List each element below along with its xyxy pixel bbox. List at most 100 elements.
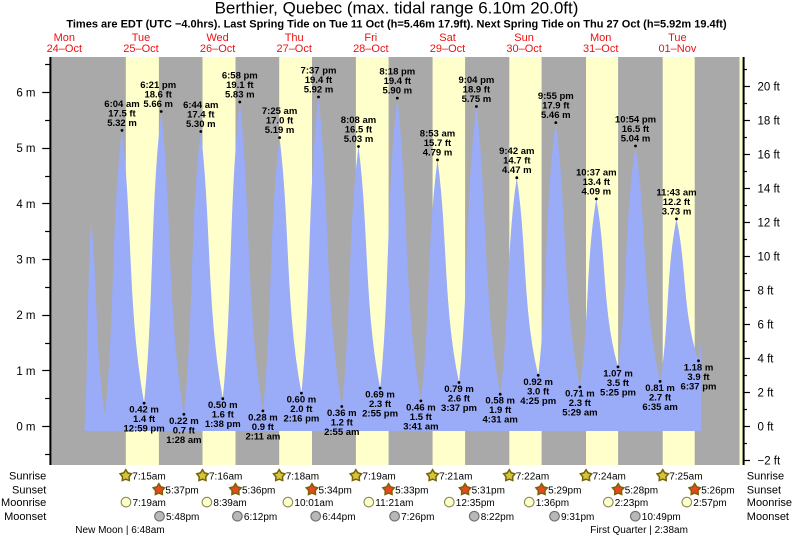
svg-text:Berthier, Quebec (max. tidal r: Berthier, Quebec (max. tidal range 6.10m…	[215, 0, 579, 18]
svg-text:30–Oct: 30–Oct	[506, 43, 541, 55]
svg-text:0.79 m: 0.79 m	[444, 384, 474, 395]
svg-text:Tue: Tue	[132, 32, 151, 44]
svg-text:11:43 am: 11:43 am	[656, 187, 696, 198]
svg-text:24–Oct: 24–Oct	[47, 43, 82, 55]
svg-text:10:54 pm: 10:54 pm	[615, 115, 656, 126]
svg-text:−2 ft: −2 ft	[758, 456, 782, 468]
svg-text:4 m: 4 m	[16, 199, 35, 211]
svg-text:3:37 pm: 3:37 pm	[441, 403, 477, 414]
svg-text:2:23pm: 2:23pm	[615, 498, 648, 509]
svg-text:9:55 pm: 9:55 pm	[538, 91, 574, 102]
svg-text:1.2 ft: 1.2 ft	[331, 418, 354, 429]
svg-text:Wed: Wed	[206, 32, 228, 44]
svg-text:Moonset: Moonset	[4, 511, 46, 523]
svg-text:01–Nov: 01–Nov	[658, 43, 696, 55]
svg-text:0.92 m: 0.92 m	[523, 377, 553, 388]
svg-text:7:37 pm: 7:37 pm	[301, 66, 337, 77]
svg-text:12:59 pm: 12:59 pm	[124, 424, 165, 435]
svg-text:6:44pm: 6:44pm	[322, 512, 355, 523]
svg-text:5:48pm: 5:48pm	[166, 512, 199, 523]
svg-text:2.3 ft: 2.3 ft	[569, 398, 592, 409]
svg-text:6 ft: 6 ft	[758, 319, 775, 331]
svg-text:2:55 pm: 2:55 pm	[362, 409, 398, 420]
svg-text:5.75 m: 5.75 m	[462, 94, 492, 105]
svg-text:25–Oct: 25–Oct	[123, 43, 158, 55]
svg-text:5.32 m: 5.32 m	[107, 118, 137, 129]
svg-text:Sunset: Sunset	[747, 484, 781, 496]
svg-text:0.9 ft: 0.9 ft	[252, 422, 275, 433]
svg-text:0.7 ft: 0.7 ft	[173, 425, 196, 436]
svg-text:28–Oct: 28–Oct	[353, 43, 388, 55]
svg-text:Sunrise: Sunrise	[747, 470, 784, 482]
svg-text:1:28 am: 1:28 am	[166, 435, 201, 446]
svg-text:1.5 ft: 1.5 ft	[410, 412, 433, 423]
svg-text:8:39am: 8:39am	[213, 498, 246, 509]
svg-text:7:21am: 7:21am	[439, 471, 472, 482]
svg-text:12:35pm: 12:35pm	[456, 498, 495, 509]
svg-text:5:37pm: 5:37pm	[165, 485, 198, 496]
svg-text:Moonrise: Moonrise	[1, 497, 46, 509]
svg-text:0.69 m: 0.69 m	[365, 390, 395, 401]
svg-text:5:26pm: 5:26pm	[701, 485, 734, 496]
svg-text:14.7 ft: 14.7 ft	[503, 156, 531, 167]
svg-text:6 m: 6 m	[16, 88, 35, 100]
svg-text:5 m: 5 m	[16, 143, 35, 155]
svg-text:29–Oct: 29–Oct	[430, 43, 465, 55]
svg-text:4 ft: 4 ft	[758, 354, 775, 366]
svg-text:17.0 ft: 17.0 ft	[266, 116, 294, 127]
svg-text:1 m: 1 m	[16, 366, 35, 378]
svg-text:5.19 m: 5.19 m	[265, 125, 295, 136]
svg-text:0 m: 0 m	[16, 422, 35, 434]
svg-text:4:25 pm: 4:25 pm	[520, 396, 556, 407]
svg-text:3.5 ft: 3.5 ft	[607, 378, 630, 389]
svg-text:6:21 pm: 6:21 pm	[140, 80, 176, 91]
svg-text:5.90 m: 5.90 m	[383, 86, 413, 97]
svg-text:11:21am: 11:21am	[375, 498, 413, 509]
svg-text:0.50 m: 0.50 m	[208, 400, 238, 411]
svg-text:0.42 m: 0.42 m	[129, 405, 159, 416]
svg-text:5:28pm: 5:28pm	[625, 485, 658, 496]
svg-text:2:16 pm: 2:16 pm	[283, 414, 319, 425]
svg-text:8 ft: 8 ft	[758, 285, 775, 297]
svg-text:5.03 m: 5.03 m	[344, 134, 374, 145]
svg-text:Tue: Tue	[668, 32, 687, 44]
svg-text:1.9 ft: 1.9 ft	[489, 405, 512, 416]
svg-text:5:29 am: 5:29 am	[562, 408, 597, 419]
svg-text:2.6 ft: 2.6 ft	[448, 394, 471, 405]
svg-text:7:24am: 7:24am	[593, 471, 626, 482]
svg-text:7:15am: 7:15am	[132, 471, 165, 482]
svg-text:Moonset: Moonset	[747, 511, 789, 523]
svg-text:0.81 m: 0.81 m	[645, 383, 675, 394]
svg-text:12 ft: 12 ft	[758, 217, 781, 229]
svg-text:17.4 ft: 17.4 ft	[187, 110, 215, 121]
svg-text:7:22am: 7:22am	[516, 471, 549, 482]
svg-text:1:38 pm: 1:38 pm	[205, 419, 241, 430]
svg-text:Sun: Sun	[514, 32, 534, 44]
svg-text:26–Oct: 26–Oct	[200, 43, 235, 55]
svg-text:Sunset: Sunset	[12, 484, 46, 496]
svg-text:4.09 m: 4.09 m	[582, 186, 612, 197]
svg-text:0.58 m: 0.58 m	[485, 396, 515, 407]
svg-text:19.4 ft: 19.4 ft	[384, 76, 412, 87]
svg-text:3.9 ft: 3.9 ft	[687, 372, 710, 383]
svg-text:5.30 m: 5.30 m	[186, 119, 216, 130]
svg-text:10:37 am: 10:37 am	[576, 167, 617, 178]
svg-text:7:19am: 7:19am	[133, 498, 166, 509]
svg-text:9:04 pm: 9:04 pm	[458, 75, 494, 86]
svg-text:9:31pm: 9:31pm	[561, 512, 594, 523]
svg-text:14 ft: 14 ft	[758, 183, 781, 195]
svg-text:0.71 m: 0.71 m	[565, 389, 595, 400]
svg-text:7:18am: 7:18am	[286, 471, 319, 482]
svg-text:0.22 m: 0.22 m	[169, 416, 199, 427]
svg-text:3.73 m: 3.73 m	[662, 206, 692, 217]
svg-text:First Quarter | 2:38am: First Quarter | 2:38am	[590, 525, 688, 536]
svg-text:5.46 m: 5.46 m	[541, 110, 571, 121]
svg-text:4:31 am: 4:31 am	[483, 415, 518, 426]
svg-text:Mon: Mon	[590, 32, 611, 44]
svg-text:15.7 ft: 15.7 ft	[424, 138, 452, 149]
svg-text:18.6 ft: 18.6 ft	[144, 90, 172, 101]
svg-text:8:18 pm: 8:18 pm	[379, 67, 415, 78]
svg-text:7:25 am: 7:25 am	[262, 106, 297, 117]
svg-text:20 ft: 20 ft	[758, 81, 781, 93]
svg-text:19.4 ft: 19.4 ft	[305, 75, 333, 86]
